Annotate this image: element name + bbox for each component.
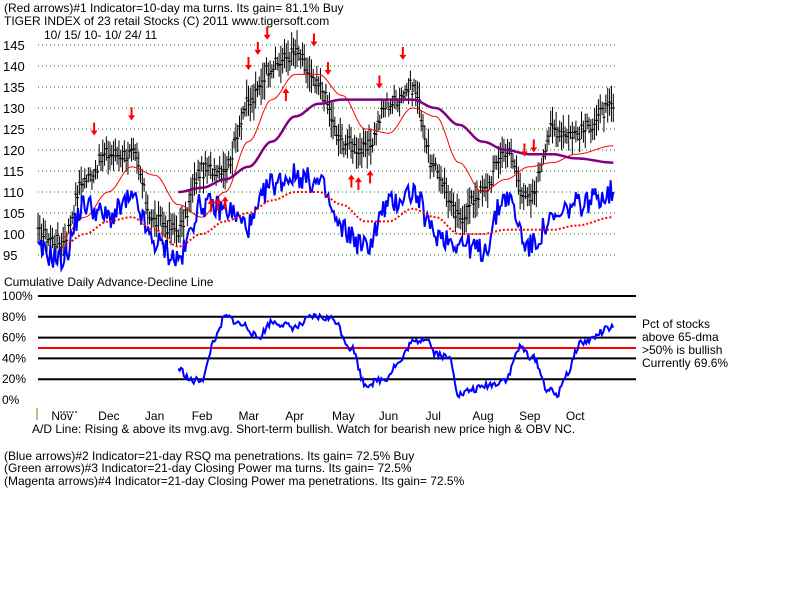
month-label: Mar	[238, 409, 259, 423]
legend-line-2: above 65-dma	[642, 330, 719, 344]
price-tick-label: 135	[3, 80, 25, 95]
price-tick-label: 95	[3, 248, 17, 263]
legend-line-3: >50% is bullish	[642, 343, 723, 357]
down-arrow-icon	[399, 54, 407, 60]
footer-indicator-4: (Magenta arrows)#4 Indicator=21-day Clos…	[4, 474, 465, 488]
month-label: Nov	[51, 409, 72, 423]
price-tick-label: 145	[3, 38, 25, 53]
month-label: Sep	[519, 409, 541, 423]
month-label: Jul	[426, 409, 441, 423]
up-arrow-icon	[221, 196, 229, 202]
down-arrow-icon	[375, 83, 383, 89]
legend-line-1: Pct of stocks	[642, 317, 711, 331]
price-tick-label: 130	[3, 101, 25, 116]
breadth-ma-line	[61, 191, 614, 248]
down-arrow-icon	[310, 41, 318, 47]
price-y-axis: 95 100 105 110 115 120 125 130 135 140 145	[3, 38, 25, 263]
down-arrow-icon	[90, 130, 98, 136]
chart-title: TIGER INDEX of 23 retail Stocks (C) 2011…	[4, 14, 330, 28]
up-arrow-icon	[366, 170, 374, 176]
price-tick-label: 105	[3, 206, 25, 221]
legend-line-4: Currently 69.6%	[642, 356, 729, 370]
price-tick-label: 120	[3, 143, 25, 158]
up-arrow-icon	[214, 197, 222, 203]
pct-tick-label: 100%	[2, 289, 33, 303]
breadth-line	[37, 163, 615, 273]
ma-65-line	[178, 98, 614, 194]
pct-tick-label: 0%	[2, 393, 20, 407]
pct-y-axis: 0% 20% 40% 60% 80% 100%	[2, 289, 33, 407]
ad-line-note: A/D Line: Rising & above its mvg.avg. Sh…	[32, 422, 576, 436]
signal-arrows	[90, 26, 538, 212]
price-tick-label: 110	[3, 185, 24, 200]
month-label: May	[332, 409, 355, 423]
header-indicator-1: (Red arrows)#1 Indicator=10-day ma turns…	[4, 1, 344, 15]
pct-tick-label: 60%	[2, 331, 26, 345]
up-arrow-icon	[282, 88, 290, 94]
footer-indicator-3: (Green arrows)#3 Indicator=21-day Closin…	[4, 461, 412, 475]
ma-21-line	[61, 73, 614, 239]
month-label: Aug	[472, 409, 493, 423]
price-tick-label: 100	[3, 227, 25, 242]
month-axis: Nov Dec Jan Feb Mar Apr May Jun Jul Aug Sep Oct	[51, 409, 585, 423]
down-arrow-icon	[530, 147, 538, 153]
month-label: Jun	[379, 409, 398, 423]
down-arrow-icon	[263, 34, 271, 40]
up-arrow-icon	[207, 198, 215, 204]
month-label: Apr	[285, 409, 304, 423]
down-arrow-icon	[324, 70, 332, 76]
pct-gridlines	[38, 295, 636, 381]
price-tick-label: 140	[3, 59, 25, 74]
down-arrow-icon	[244, 65, 252, 70]
month-label: Oct	[566, 409, 585, 423]
pct-above-65dma-line	[177, 312, 615, 399]
price-tick-label: 115	[3, 164, 24, 179]
down-arrow-icon	[254, 49, 262, 55]
pct-series-layer	[177, 312, 615, 399]
up-arrow-icon	[354, 177, 362, 183]
month-label: Dec	[98, 409, 119, 423]
pct-tick-label: 20%	[2, 372, 26, 386]
month-label: Jan	[145, 409, 164, 423]
date-range: 10/ 15/ 10- 10/ 24/ 11	[44, 28, 158, 42]
down-arrow-icon	[128, 115, 136, 121]
price-series-layer	[36, 30, 615, 273]
month-label: Feb	[192, 409, 213, 423]
price-gridlines	[38, 44, 618, 256]
pct-tick-label: 80%	[2, 310, 26, 324]
price-tick-label: 125	[3, 122, 25, 137]
breadth-title: Cumulative Daily Advance-Decline Line	[4, 275, 214, 289]
footer-indicator-2: (Blue arrows)#2 Indicator=21-day RSQ ma …	[4, 449, 415, 463]
up-arrow-icon	[347, 174, 355, 180]
down-arrow-icon	[520, 151, 528, 157]
pct-tick-label: 40%	[2, 351, 26, 365]
